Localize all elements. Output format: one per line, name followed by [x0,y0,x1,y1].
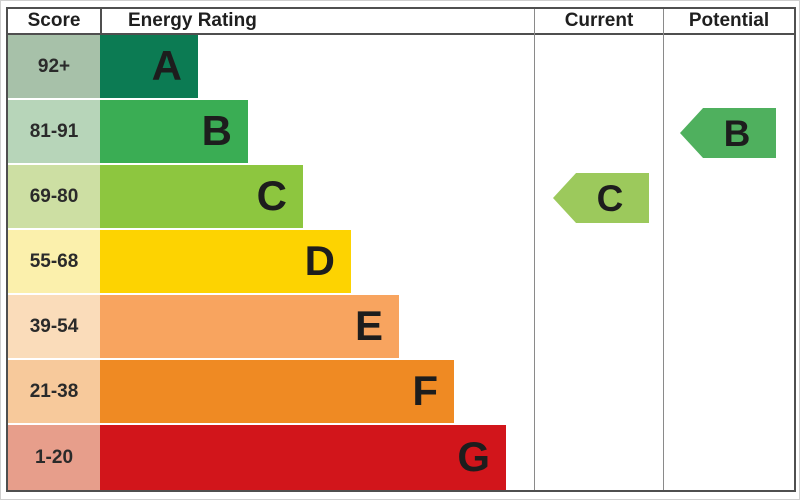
potential-rating-arrow: B [680,108,776,158]
rating-letter: B [201,106,232,154]
band-row: 69-80 C [8,165,794,230]
score-cell: 1-20 [8,425,100,490]
epc-table: Score Energy Rating Current Potential 92… [6,7,796,492]
rating-letter: D [304,236,335,284]
rating-letter: E [354,301,383,349]
rating-bar: G [100,425,506,490]
energy-rating-column-header: Energy Rating [128,10,257,31]
potential-rating-letter: B [723,112,751,154]
rating-letter: F [412,366,438,414]
band-rows: 92+ A 81-91 B 69-80 C 55-68 D 39-54 E 21… [8,35,794,490]
score-header-divider [100,9,102,33]
current-rating-letter: C [596,177,624,219]
score-cell: 55-68 [8,230,100,293]
band-row: 1-20 G [8,425,794,490]
potential-column-divider [663,9,664,490]
score-cell: 81-91 [8,100,100,163]
score-column-header: Score [27,10,81,31]
rating-letter: C [256,171,287,219]
score-cell: 39-54 [8,295,100,358]
rating-letter: A [151,41,182,89]
band-row: 92+ A [8,35,794,100]
header-underline [8,33,794,35]
rating-bar: E [100,295,399,358]
current-rating-arrow: C [553,173,649,223]
rating-bar: F [100,360,454,423]
score-cell: 69-80 [8,165,100,228]
band-row: 39-54 E [8,295,794,360]
rating-bar: D [100,230,351,293]
rating-bar: C [100,165,303,228]
potential-column-header: Potential [688,10,770,31]
score-cell: 21-38 [8,360,100,423]
band-row: 55-68 D [8,230,794,295]
rating-letter: G [457,432,490,480]
rating-bar: A [100,35,198,98]
band-row: 81-91 B [8,100,794,165]
score-cell: 92+ [8,35,100,98]
rating-bar: B [100,100,248,163]
current-column-divider [534,9,535,490]
band-row: 21-38 F [8,360,794,425]
current-column-header: Current [564,10,634,31]
